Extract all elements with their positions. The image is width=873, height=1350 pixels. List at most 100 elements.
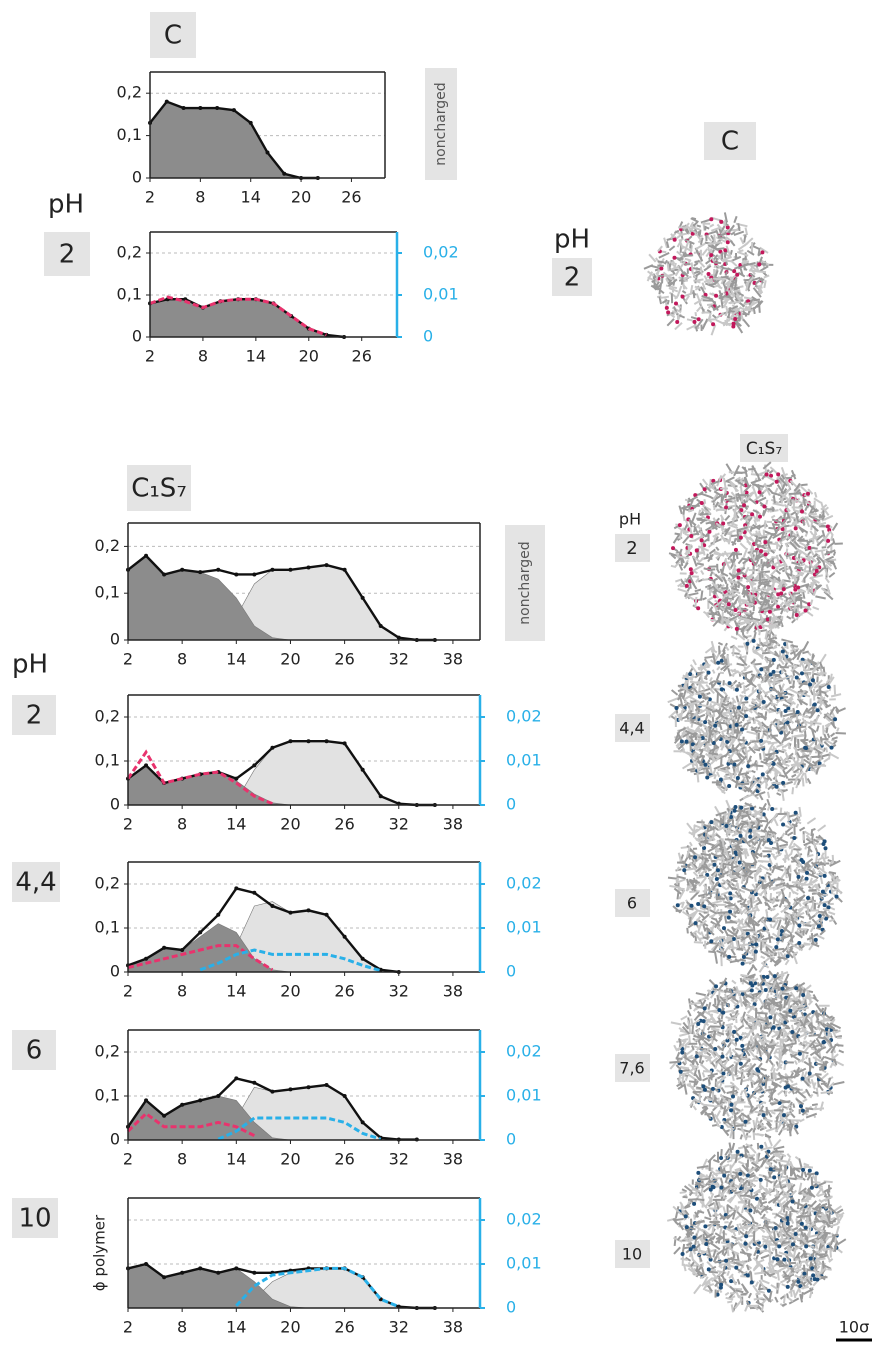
- bead: [782, 587, 786, 591]
- bead: [709, 253, 713, 257]
- bond: [777, 793, 781, 795]
- bond: [745, 863, 757, 864]
- bond: [770, 893, 771, 902]
- bead: [742, 503, 746, 507]
- bond: [740, 810, 741, 815]
- bond: [765, 957, 770, 961]
- bead: [769, 672, 773, 676]
- bond: [683, 505, 684, 514]
- bead: [696, 606, 700, 610]
- bond: [734, 552, 735, 562]
- bond: [701, 1064, 709, 1071]
- bead: [713, 724, 717, 728]
- bond: [818, 825, 826, 831]
- bond: [681, 866, 686, 867]
- bond: [738, 223, 739, 231]
- bond: [683, 532, 689, 533]
- bead: [770, 807, 774, 811]
- bond: [710, 877, 711, 884]
- bead: [700, 501, 704, 505]
- bond: [790, 662, 793, 665]
- ph-label: pH: [554, 225, 590, 255]
- bond: [822, 547, 826, 548]
- bond: [811, 575, 823, 578]
- bond: [668, 698, 679, 702]
- bond: [768, 647, 773, 648]
- bond: [728, 896, 729, 906]
- bond: [805, 925, 811, 926]
- bead: [775, 785, 779, 789]
- bead: [806, 492, 810, 496]
- bond: [801, 487, 807, 493]
- bead: [728, 681, 732, 685]
- bond: [704, 499, 705, 504]
- bond: [711, 555, 712, 560]
- bond: [696, 736, 697, 740]
- bead: [754, 950, 758, 954]
- bond: [679, 853, 681, 862]
- bond: [688, 593, 698, 595]
- bond: [699, 684, 700, 691]
- bond: [809, 914, 811, 918]
- bond: [771, 516, 775, 518]
- bond: [766, 780, 767, 789]
- bond: [752, 618, 760, 620]
- bond: [696, 578, 699, 582]
- bond: [745, 958, 753, 959]
- bead: [713, 863, 717, 867]
- bead: [759, 549, 763, 553]
- bond: [792, 787, 793, 794]
- bond: [756, 766, 764, 767]
- bond: [810, 722, 817, 723]
- bead: [740, 728, 744, 732]
- bond: [808, 587, 809, 594]
- bead: [676, 903, 680, 907]
- bead: [719, 220, 723, 224]
- noncharged-label: noncharged: [433, 82, 449, 165]
- bead: [754, 942, 758, 946]
- bond: [783, 705, 788, 707]
- bond: [789, 892, 790, 898]
- bond: [676, 1065, 679, 1068]
- bond: [792, 609, 793, 618]
- bond: [680, 222, 682, 227]
- bond: [717, 569, 719, 573]
- bead: [709, 820, 713, 824]
- bond: [717, 1111, 720, 1117]
- bond: [758, 249, 759, 255]
- bond: [749, 822, 750, 828]
- bond: [665, 260, 667, 264]
- bond: [736, 473, 745, 474]
- bead: [797, 875, 801, 879]
- bond: [732, 723, 733, 735]
- bond: [699, 843, 701, 847]
- bond: [649, 254, 656, 262]
- bond: [687, 885, 689, 891]
- bond: [687, 768, 695, 770]
- bead: [823, 874, 827, 878]
- bond: [790, 1102, 792, 1107]
- bead: [666, 310, 670, 314]
- bond: [713, 670, 715, 674]
- bond: [740, 755, 744, 758]
- bond: [778, 1091, 783, 1095]
- bond: [730, 947, 738, 948]
- bond: [725, 905, 735, 907]
- bond: [805, 566, 806, 570]
- bond: [738, 739, 745, 740]
- bond: [737, 901, 741, 902]
- bond: [713, 315, 717, 318]
- bond: [803, 1099, 807, 1102]
- bead: [717, 1008, 721, 1012]
- bond: [761, 956, 765, 958]
- bond: [802, 716, 809, 717]
- bead: [781, 650, 785, 654]
- bond: [715, 952, 717, 964]
- bond: [750, 570, 754, 571]
- bond: [747, 541, 751, 543]
- bead: [738, 861, 742, 865]
- bead: [733, 317, 737, 321]
- bond: [745, 655, 746, 662]
- bond: [719, 864, 727, 865]
